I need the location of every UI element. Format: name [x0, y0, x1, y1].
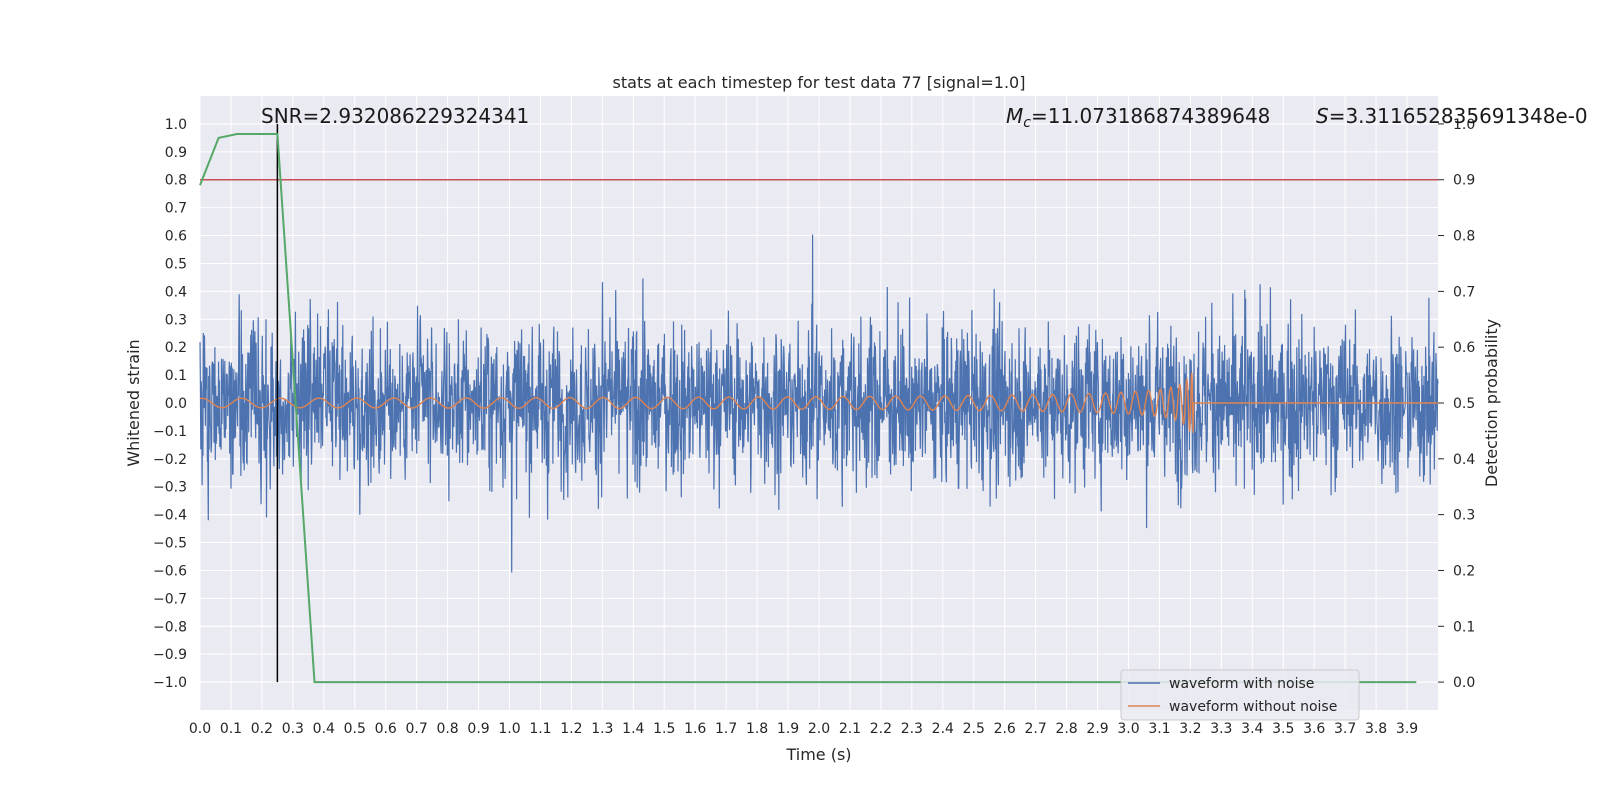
- x-tick-label: 0.8: [436, 721, 458, 737]
- legend: waveform with noise waveform without noi…: [1120, 669, 1360, 721]
- waveform-without-noise-line: [200, 372, 1438, 434]
- left-y-tick-label: 0.3: [165, 312, 187, 328]
- x-tick-label: 3.2: [1179, 721, 1201, 737]
- x-tick-label: 3.0: [1117, 721, 1139, 737]
- x-tick-label: 2.2: [870, 721, 892, 737]
- chirp-mass-annotation: Mc=11.073186874389648: [1006, 104, 1270, 131]
- right-y-tick-label: 0.4: [1453, 452, 1475, 468]
- x-tick-label: 3.6: [1303, 721, 1325, 737]
- x-tick-label: 1.5: [653, 721, 675, 737]
- right-y-tick-label: 0.3: [1453, 508, 1475, 524]
- overlay: [199, 123, 1438, 684]
- mc-symbol: M: [1006, 104, 1023, 128]
- x-tick-label: 0.7: [406, 721, 428, 737]
- left-y-tick-label: −0.6: [153, 563, 187, 579]
- right-y-tick-label: 0.8: [1453, 229, 1475, 245]
- x-tick-label: 1.3: [591, 721, 613, 737]
- right-y-axis-ticks: 1.0 0.9 0.8 0.7 0.6 0.5 0.4 0.3 0.2 0.1 0.0: [1438, 117, 1475, 691]
- waveform-without-noise-series: [200, 372, 1438, 434]
- left-y-tick-label: −1.0: [153, 675, 187, 691]
- x-tick-label: 3.5: [1272, 721, 1294, 737]
- right-y-axis-label: Detection probability: [1482, 319, 1501, 487]
- left-y-tick-label: −0.7: [153, 591, 187, 607]
- right-y-tick-label: 0.0: [1453, 675, 1475, 691]
- x-axis-ticks: 0.0 0.1 0.2 0.3 0.4 0.5 0.6 0.7 0.8 0.9 1.0 1.1 1.2 1…: [189, 721, 1418, 737]
- left-y-tick-label: −0.1: [153, 424, 187, 440]
- left-y-tick-label: 0.0: [165, 396, 187, 412]
- x-axis-label: Time (s): [785, 745, 851, 764]
- waveform-with-noise-series: [199, 234, 1439, 573]
- left-y-tick-label: 0.8: [165, 173, 187, 189]
- x-tick-label: 3.4: [1241, 721, 1263, 737]
- left-y-tick-label: 0.6: [165, 229, 187, 245]
- x-tick-label: 3.7: [1334, 721, 1356, 737]
- left-y-tick-label: −0.4: [153, 508, 187, 524]
- x-tick-label: 2.1: [839, 721, 861, 737]
- x-tick-label: 2.9: [1086, 721, 1108, 737]
- mc-subscript: c: [1023, 115, 1031, 131]
- right-y-tick-label: 0.1: [1453, 619, 1475, 635]
- detection-probability-line: [199, 133, 1417, 684]
- right-y-tick-label: 0.9: [1453, 173, 1475, 189]
- x-tick-label: 0.0: [189, 721, 211, 737]
- legend-label-noisy: waveform with noise: [1169, 676, 1314, 692]
- left-y-tick-label: 0.1: [165, 368, 187, 384]
- x-tick-label: 2.6: [994, 721, 1016, 737]
- waveform-with-noise-line: [199, 234, 1439, 573]
- x-tick-label: 2.7: [1025, 721, 1047, 737]
- x-tick-label: 2.5: [963, 721, 985, 737]
- left-y-axis-label: Whitened strain: [124, 339, 143, 466]
- x-tick-label: 1.2: [560, 721, 582, 737]
- x-tick-label: 3.9: [1396, 721, 1418, 737]
- x-tick-label: 3.1: [1148, 721, 1170, 737]
- x-tick-label: 1.9: [777, 721, 799, 737]
- x-tick-label: 0.9: [467, 721, 489, 737]
- x-tick-label: 1.1: [529, 721, 551, 737]
- x-tick-label: 2.4: [932, 721, 954, 737]
- x-tick-label: 1.7: [715, 721, 737, 737]
- x-tick-label: 0.5: [344, 721, 366, 737]
- x-tick-label: 0.1: [220, 721, 242, 737]
- left-y-tick-label: 0.5: [165, 256, 187, 272]
- s-value: =3.311652835691348e-0: [1329, 104, 1588, 128]
- x-tick-label: 1.6: [684, 721, 706, 737]
- left-y-tick-label: 0.4: [165, 284, 187, 300]
- right-y-tick-label: 0.6: [1453, 340, 1475, 356]
- x-tick-label: 0.2: [251, 721, 273, 737]
- x-tick-label: 2.0: [808, 721, 830, 737]
- grid: [199, 96, 1438, 710]
- left-y-tick-label: −0.9: [153, 647, 187, 663]
- right-y-tick-label: 0.2: [1453, 563, 1475, 579]
- x-tick-label: 2.3: [901, 721, 923, 737]
- x-tick-label: 1.4: [622, 721, 644, 737]
- x-tick-label: 3.8: [1365, 721, 1387, 737]
- left-y-tick-label: −0.3: [153, 480, 187, 496]
- legend-label-clean: waveform without noise: [1169, 699, 1337, 715]
- right-y-tick-label: 0.7: [1453, 284, 1475, 300]
- x-tick-label: 1.8: [746, 721, 768, 737]
- x-tick-label: 0.3: [282, 721, 304, 737]
- left-y-tick-label: 1.0: [165, 117, 187, 133]
- legend-box: [1120, 669, 1360, 721]
- right-y-tick-label: 1.0: [1453, 117, 1475, 133]
- left-y-tick-label: −0.2: [153, 452, 187, 468]
- left-y-tick-label: 0.9: [165, 145, 187, 161]
- left-y-tick-label: −0.8: [153, 619, 187, 635]
- right-y-tick-label: 0.5: [1453, 396, 1475, 412]
- left-y-tick-label: 0.7: [165, 201, 187, 217]
- x-tick-label: 0.4: [313, 721, 335, 737]
- x-tick-label: 1.0: [498, 721, 520, 737]
- left-y-axis-ticks: 1.0 0.9 0.8 0.7 0.6 0.5 0.4 0.3 0.2 0.1 0.0 −0.1 −0.…: [153, 117, 187, 691]
- mc-value: =11.073186874389648: [1031, 104, 1270, 128]
- x-tick-label: 3.3: [1210, 721, 1232, 737]
- x-tick-label: 0.6: [375, 721, 397, 737]
- left-y-tick-label: −0.5: [153, 536, 187, 552]
- chart-title: stats at each timestep for test data 77 …: [613, 73, 1026, 92]
- snr-annotation: SNR=2.932086229324341: [261, 104, 529, 128]
- s-annotation: S=3.311652835691348e-0: [1316, 104, 1588, 128]
- s-symbol: S: [1316, 104, 1329, 128]
- x-tick-label: 2.8: [1055, 721, 1077, 737]
- left-y-tick-label: 0.2: [165, 340, 187, 356]
